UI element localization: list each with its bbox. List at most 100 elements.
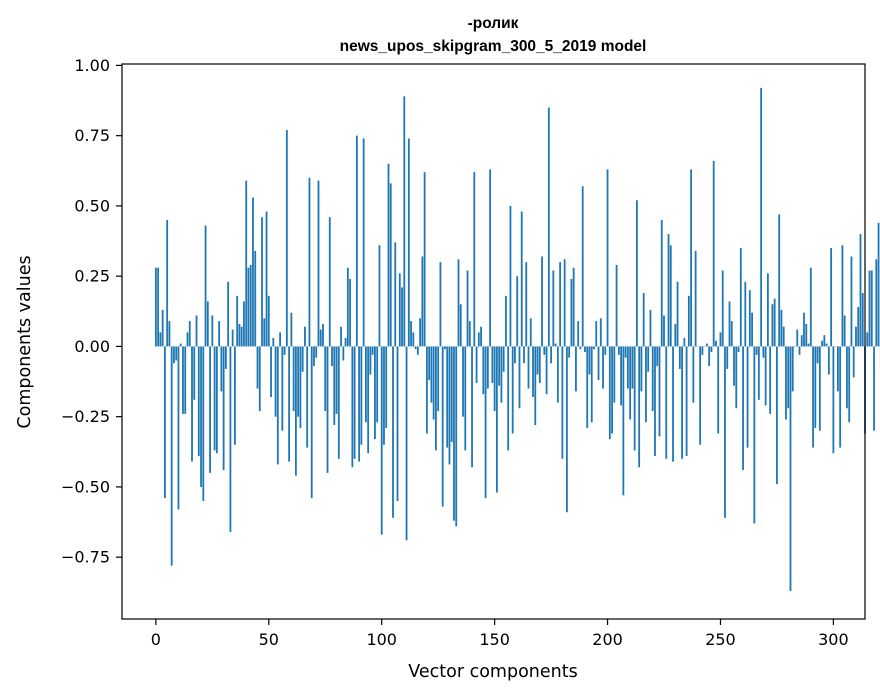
bar-159 bbox=[514, 346, 516, 364]
bar-256 bbox=[733, 346, 735, 386]
y-tick-label-7: 1.00 bbox=[74, 56, 110, 75]
bar-133 bbox=[455, 346, 458, 527]
y-tick-label-6: 0.75 bbox=[74, 126, 110, 145]
bar-126 bbox=[439, 262, 442, 347]
bar-107 bbox=[396, 346, 399, 501]
x-tick-label-150: 150 bbox=[479, 630, 510, 649]
x-tick-label-50: 50 bbox=[259, 630, 279, 649]
bar-70 bbox=[313, 346, 315, 367]
bar-200 bbox=[606, 169, 609, 347]
bar-16 bbox=[191, 346, 193, 462]
bar-88 bbox=[353, 346, 356, 459]
bar-260 bbox=[742, 346, 744, 471]
chart-title-line-1: -ролик bbox=[468, 15, 519, 32]
bar-92 bbox=[362, 138, 365, 347]
bar-287 bbox=[803, 312, 805, 347]
bar-203 bbox=[613, 346, 616, 403]
bar-75 bbox=[324, 346, 327, 412]
bar-90 bbox=[358, 346, 361, 462]
bar-87 bbox=[351, 346, 354, 468]
bar-95 bbox=[369, 346, 372, 375]
bar-217 bbox=[645, 346, 647, 423]
bar-12 bbox=[182, 346, 184, 414]
bar-271 bbox=[766, 273, 769, 347]
bar-235 bbox=[685, 346, 688, 457]
bar-234 bbox=[683, 337, 686, 347]
bar-122 bbox=[430, 346, 433, 403]
bar-62 bbox=[294, 346, 297, 476]
bar-141 bbox=[473, 172, 476, 347]
bar-99 bbox=[378, 245, 381, 347]
bar-299 bbox=[830, 248, 833, 347]
bar-245 bbox=[708, 346, 711, 367]
bar-171 bbox=[541, 256, 543, 347]
bar-149 bbox=[491, 346, 494, 383]
bar-265 bbox=[753, 346, 756, 524]
bar-60 bbox=[290, 312, 293, 347]
x-tick-label-200: 200 bbox=[592, 630, 623, 649]
bar-313 bbox=[861, 293, 864, 347]
bar-181 bbox=[563, 259, 566, 347]
bar-230 bbox=[674, 323, 677, 347]
bar-239 bbox=[694, 250, 697, 347]
bar-218 bbox=[647, 346, 650, 372]
bar-105 bbox=[392, 346, 394, 518]
bar-276 bbox=[778, 214, 781, 347]
bar-210 bbox=[629, 346, 632, 420]
bar-231 bbox=[676, 281, 679, 347]
bar-221 bbox=[654, 346, 656, 457]
bar-170 bbox=[538, 346, 541, 383]
bar-233 bbox=[681, 346, 683, 459]
bar-223 bbox=[658, 346, 661, 437]
bar-143 bbox=[477, 332, 480, 347]
bar-138 bbox=[466, 270, 469, 347]
bar-229 bbox=[672, 346, 674, 462]
bar-51 bbox=[270, 346, 272, 397]
bar-179 bbox=[559, 262, 562, 347]
bar-177 bbox=[554, 343, 557, 347]
y-tick-label-2: −0.25 bbox=[61, 407, 110, 426]
bar-258 bbox=[737, 346, 740, 353]
bar-94 bbox=[367, 346, 370, 454]
bar-193 bbox=[590, 346, 593, 423]
bar-278 bbox=[782, 326, 785, 347]
bar-39 bbox=[243, 301, 245, 347]
bar-0 bbox=[154, 267, 157, 347]
bar-315 bbox=[866, 332, 869, 347]
bar-140 bbox=[471, 346, 473, 468]
bar-40 bbox=[245, 180, 248, 347]
bar-101 bbox=[383, 346, 385, 445]
bar-81 bbox=[337, 346, 340, 459]
bar-115 bbox=[414, 346, 417, 350]
bar-277 bbox=[780, 309, 783, 347]
bar-23 bbox=[206, 301, 209, 347]
y-axis-label: Components values bbox=[15, 255, 35, 428]
bar-281 bbox=[789, 346, 792, 591]
bar-153 bbox=[500, 346, 503, 403]
bar-169 bbox=[536, 346, 539, 375]
bar-317 bbox=[870, 270, 873, 347]
x-tick-label-250: 250 bbox=[705, 630, 736, 649]
bar-128 bbox=[444, 346, 446, 350]
bar-257 bbox=[735, 346, 738, 409]
bar-263 bbox=[748, 290, 751, 347]
x-tick-label-100: 100 bbox=[366, 630, 397, 649]
bar-144 bbox=[480, 326, 482, 347]
bar-11 bbox=[179, 343, 182, 347]
bar-58 bbox=[285, 130, 288, 347]
bar-310 bbox=[855, 326, 857, 347]
bar-237 bbox=[690, 169, 693, 347]
bar-117 bbox=[419, 318, 422, 347]
bar-98 bbox=[376, 346, 379, 423]
bar-142 bbox=[475, 346, 478, 383]
bar-59 bbox=[288, 346, 291, 462]
bar-154 bbox=[502, 346, 505, 372]
bar-246 bbox=[710, 346, 713, 353]
bar-5 bbox=[166, 219, 169, 347]
bar-266 bbox=[755, 346, 758, 355]
bar-292 bbox=[814, 346, 817, 428]
bar-116 bbox=[416, 346, 419, 355]
bar-280 bbox=[787, 346, 790, 409]
bar-135 bbox=[459, 304, 462, 347]
bar-10 bbox=[177, 346, 180, 510]
